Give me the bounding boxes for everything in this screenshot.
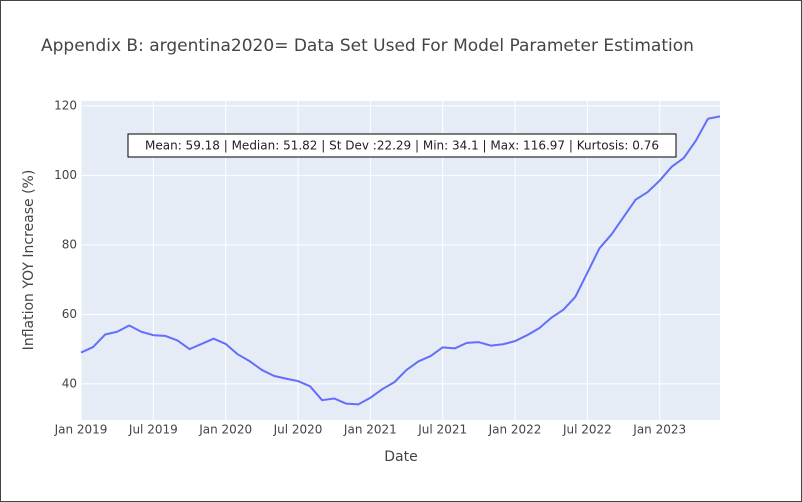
y-tick-label: 60 (62, 307, 77, 321)
annotation: Mean: 59.18 | Median: 51.82 | St Dev :22… (145, 139, 659, 153)
x-tick-label: Jan 2022 (488, 423, 542, 437)
x-tick-label: Jul 2022 (562, 423, 612, 437)
x-axis-label: Date (384, 449, 417, 465)
y-axis-label: Inflation YOY Increase (%) (21, 170, 37, 351)
x-tick-label: Jan 2019 (54, 423, 108, 437)
x-tick-label: Jul 2021 (417, 423, 467, 437)
x-tick-label: Jul 2019 (128, 423, 178, 437)
marks (80, 115, 721, 406)
x-tick-label: Jul 2020 (273, 423, 323, 437)
annotation-box (127, 133, 677, 158)
x-tick-label: Jan 2021 (343, 423, 397, 437)
x-tick-label: Jan 2020 (198, 423, 252, 437)
y-tick-label: 80 (62, 237, 77, 251)
chart-title: Appendix B: argentina2020= Data Set Used… (41, 36, 694, 56)
data-line (80, 115, 721, 406)
y-tick-label: 40 (62, 376, 77, 390)
x-tick-label: Jan 2023 (632, 423, 686, 437)
y-tick-label: 100 (54, 168, 77, 182)
y-tick-label: 120 (54, 98, 77, 112)
